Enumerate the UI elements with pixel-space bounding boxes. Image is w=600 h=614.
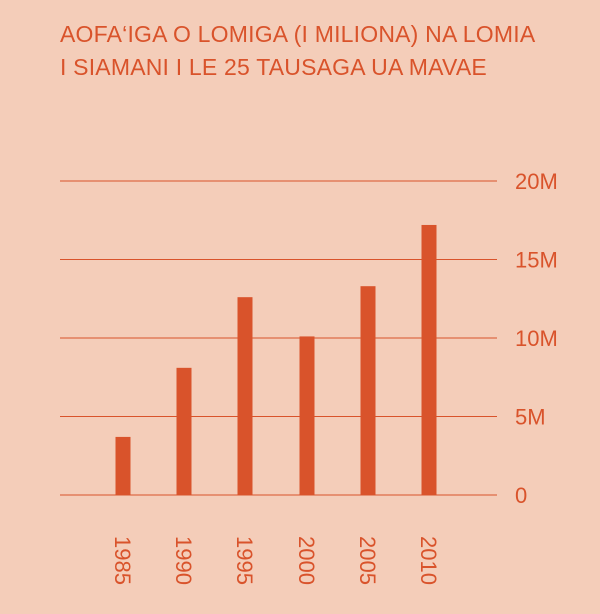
x-tick-label-1990: 1990 [171, 536, 196, 585]
y-tick-label-15M: 15M [515, 248, 558, 273]
chart-title: AOFA‘IGA O LOMIGA (I MILIONA) NA LOMIA I… [60, 18, 590, 84]
bar-1995 [237, 297, 253, 495]
bar-2010 [421, 224, 437, 495]
chart-title-line-2: I SIAMANI I LE 25 TAUSAGA UA MAVAE [60, 54, 487, 80]
x-tick-label-2005: 2005 [355, 536, 380, 585]
chart-title-line-1: AOFA‘IGA O LOMIGA (I MILIONA) NA LOMIA [60, 21, 536, 47]
x-tick-label-2000: 2000 [294, 536, 319, 585]
bar-1990 [176, 367, 192, 495]
bar-2005 [360, 286, 376, 495]
bar-2000 [299, 336, 315, 495]
y-tick-label-5M: 5M [515, 405, 546, 430]
bar-1985 [115, 436, 131, 495]
x-tick-label-1985: 1985 [110, 536, 135, 585]
y-tick-label-0: 0 [515, 483, 527, 508]
y-tick-label-10M: 10M [515, 326, 558, 351]
x-tick-label-1995: 1995 [232, 536, 257, 585]
y-tick-label-20M: 20M [515, 169, 558, 194]
x-tick-label-2010: 2010 [416, 536, 441, 585]
